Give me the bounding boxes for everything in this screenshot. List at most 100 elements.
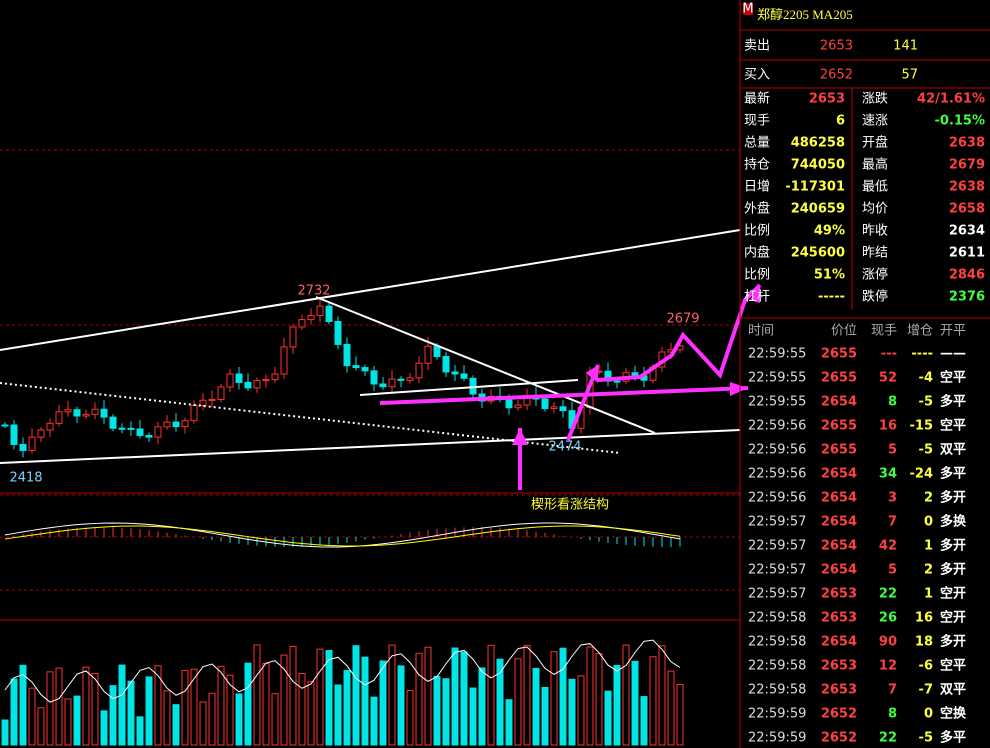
volume-bar: [55, 667, 63, 746]
tick-cell: 2653: [821, 683, 857, 698]
tick-cell: ——: [940, 347, 966, 362]
volume-bar: [451, 647, 459, 746]
volume-bar: [667, 670, 675, 746]
tick-cell: 42: [879, 539, 897, 554]
volume-bar: [244, 662, 252, 746]
candle-body: [361, 367, 369, 372]
candle-body: [559, 406, 567, 412]
candle-body: [37, 429, 45, 438]
quote-label: 日增: [744, 180, 770, 195]
candle-body: [163, 421, 171, 428]
trend-line: [0, 382, 621, 454]
candle-body: [325, 305, 333, 323]
tick-cell: 22:59:57: [748, 515, 806, 530]
quote-value: 2653: [809, 92, 845, 107]
candle-body: [10, 424, 18, 445]
volume-bar: [460, 651, 468, 746]
candle-body: [316, 305, 324, 316]
tick-header: 增仓: [907, 324, 933, 339]
tick-cell: 多换: [940, 514, 967, 530]
volume-bar: [109, 685, 117, 746]
volume-bar: [406, 690, 414, 746]
quote-label: 比例: [744, 268, 770, 283]
tick-cell: 22:59:57: [748, 563, 806, 578]
candle-body: [550, 406, 558, 409]
volume-bar: [658, 645, 666, 746]
volume-bar: [640, 696, 648, 746]
tick-cell: 7: [888, 683, 897, 698]
tick-cell: 2654: [821, 515, 857, 530]
quote-value: 51%: [814, 268, 845, 283]
quote-label: 速涨: [862, 114, 888, 129]
volume-bar: [343, 670, 351, 746]
candle-body: [136, 428, 144, 436]
candle-body: [406, 377, 414, 381]
candle-body: [424, 345, 432, 364]
quote-label: 内盘: [744, 245, 770, 261]
candle-body: [289, 326, 297, 348]
tick-cell: 2652: [821, 707, 857, 722]
tick-cell: 2653: [821, 659, 857, 674]
tick-cell: 34: [879, 467, 897, 482]
candle-body: [181, 420, 189, 428]
volume-bar: [622, 644, 630, 746]
quote-label: 昨收: [862, 224, 888, 239]
candle-body: [397, 378, 405, 381]
tick-cell: ---: [881, 347, 897, 362]
volume-bar: [316, 648, 324, 746]
quote-value: 6: [836, 114, 845, 129]
tick-cell: 2654: [821, 563, 857, 578]
volume-bar: [10, 678, 18, 746]
quote-label: 涨停: [862, 267, 888, 283]
candle-body: [145, 434, 153, 438]
candle-body: [190, 405, 198, 422]
volume-bar: [307, 681, 315, 746]
volume-bar: [280, 654, 288, 746]
tick-cell: 52: [879, 371, 897, 386]
quote-value: 744050: [791, 158, 845, 173]
candle-body: [100, 408, 108, 418]
tick-cell: 22:59:56: [748, 491, 806, 506]
price-label: 2732: [297, 284, 330, 299]
tick-cell: 空换: [940, 706, 967, 722]
candle-body: [379, 383, 387, 388]
tick-cell: 22:59:55: [748, 347, 806, 362]
tick-cell: 多开: [940, 538, 966, 554]
quote-label: 现手: [744, 114, 770, 129]
marker: M: [742, 2, 753, 17]
price-label: 2474: [548, 440, 581, 455]
candle-body: [613, 380, 621, 383]
tick-cell: 空平: [940, 418, 966, 434]
quote-value: 2658: [949, 202, 985, 217]
volume-bar: [541, 686, 549, 746]
tick-cell: 8: [888, 395, 897, 410]
tick-cell: 18: [915, 635, 933, 650]
candle-body: [1, 424, 9, 427]
tick-cell: 22:59:58: [748, 659, 806, 674]
tick-cell: 2: [924, 491, 933, 506]
book-price: 2652: [820, 68, 853, 83]
quote-label: 跌停: [862, 289, 888, 305]
kline-chart: 2732 2418 2474 2679 楔形看涨结构: [0, 149, 762, 746]
tick-cell: 22:59:58: [748, 611, 806, 626]
tick-cell: 1: [924, 587, 933, 602]
candle-body: [451, 371, 459, 375]
candle-body: [46, 422, 54, 431]
tick-cell: 2654: [821, 467, 857, 482]
book-price: 2653: [820, 39, 853, 54]
candle-body: [415, 362, 423, 379]
volume-bar: [433, 675, 441, 746]
tick-cell: 2652: [821, 731, 857, 746]
quote-label: 最低: [862, 180, 888, 195]
volume-bar: [262, 662, 270, 746]
marker-box: [743, 3, 753, 15]
quote-value: 42/1.61%: [917, 92, 985, 107]
volume-bar: [100, 710, 108, 746]
candle-body: [388, 378, 396, 388]
candle-body: [73, 409, 81, 417]
quote-value: 245600: [791, 246, 845, 261]
tick-header: 开平: [940, 324, 966, 339]
trend-line: [0, 429, 741, 464]
volume-bar: [334, 684, 342, 746]
volume-bar: [361, 656, 369, 746]
